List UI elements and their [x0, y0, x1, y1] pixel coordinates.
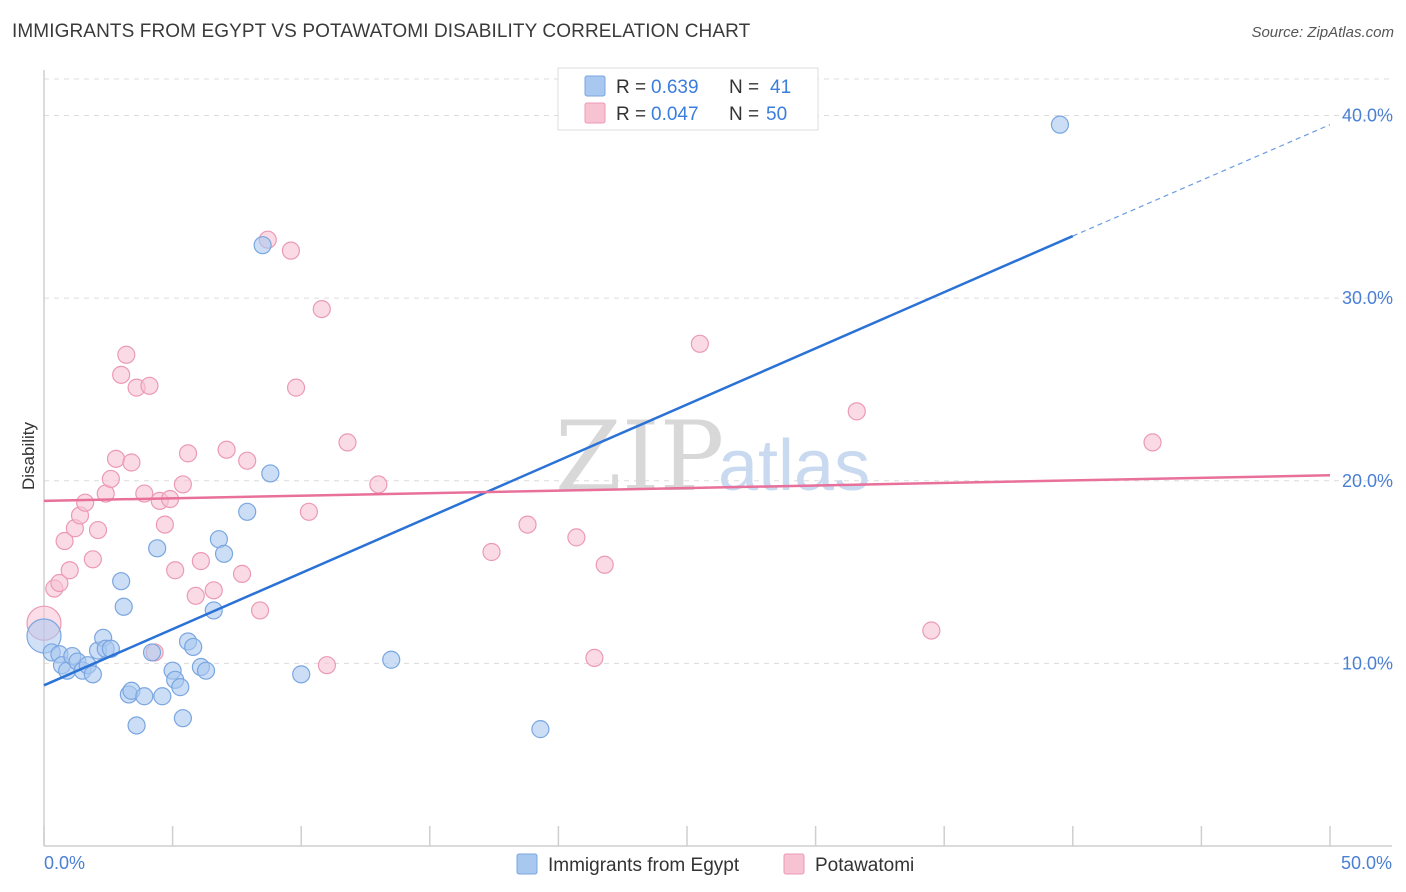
egypt-point-36 [261, 464, 280, 483]
potawatomi-r-value: 0.047 [651, 104, 699, 125]
egypt-point-38 [382, 650, 401, 669]
y-tick-label-20: 20.0% [1342, 471, 1393, 491]
egypt-point-19 [135, 687, 154, 706]
egypt-r-label: R = [616, 77, 646, 98]
egypt-point-18 [127, 716, 146, 735]
chart-title: IMMIGRANTS FROM EGYPT VS POTAWATOMI DISA… [12, 21, 751, 42]
egypt-point-33 [214, 544, 234, 563]
potawatomi-point-48 [922, 621, 941, 640]
potawatomi-trend-line [43, 474, 1331, 503]
potawatomi-point-40 [369, 475, 388, 494]
watermark-atlas: atlas [718, 426, 870, 506]
potawatomi-point-32 [250, 601, 270, 620]
potawatomi-point-36 [299, 502, 319, 521]
potawatomi-point-21 [155, 515, 174, 534]
y-tick-labels: 10.0% 20.0% 30.0% 40.0% [1342, 106, 1393, 674]
egypt-point-14 [112, 572, 131, 591]
potawatomi-point-29 [217, 440, 236, 459]
y-tick-label-10: 10.0% [1342, 653, 1393, 673]
potawatomi-point-34 [281, 241, 301, 260]
egypt-point-26 [173, 709, 192, 728]
egypt-trend-extension [1072, 124, 1331, 237]
egypt-r-value: 0.639 [651, 77, 699, 98]
potawatomi-point-47 [847, 402, 866, 421]
legend-potawatomi-label: Potawatomi [815, 855, 914, 876]
potawatomi-point-3 [55, 531, 74, 551]
potawatomi-point-25 [178, 444, 198, 463]
axes [43, 70, 1392, 847]
egypt-swatch [584, 75, 606, 97]
potawatomi-point-7 [76, 493, 95, 512]
source-label: Source: ZipAtlas.com [1251, 24, 1394, 41]
potawatomi-point-23 [166, 561, 185, 580]
potawatomi-point-30 [232, 564, 252, 583]
legend-egypt-label: Immigrants from Egypt [548, 855, 740, 876]
x-tick-label-min: 0.0% [44, 853, 85, 873]
egypt-points [26, 115, 1070, 739]
y-tick-label-40: 40.0% [1342, 106, 1393, 126]
potawatomi-point-38 [317, 656, 337, 675]
egypt-point-28 [184, 637, 203, 657]
potawatomi-point-31 [238, 451, 257, 470]
potawatomi-swatch [584, 102, 606, 124]
potawatomi-point-42 [518, 515, 537, 534]
egypt-point-15 [114, 597, 133, 616]
potawatomi-point-26 [186, 586, 205, 605]
watermark-zip: ZIP [555, 401, 724, 513]
potawatomi-n-value: 50 [766, 104, 787, 125]
y-axis-label: Disability [19, 421, 38, 490]
potawatomi-point-15 [122, 453, 141, 472]
x-tick-label-max: 50.0% [1341, 853, 1392, 873]
potawatomi-point-24 [173, 475, 192, 494]
egypt-trend-line [43, 234, 1074, 687]
egypt-point-21 [148, 539, 167, 558]
potawatomi-point-14 [117, 345, 136, 364]
series-legend: Immigrants from Egypt Potawatomi [516, 853, 914, 876]
potawatomi-point-46 [690, 334, 709, 353]
potawatomi-point-13 [112, 365, 131, 384]
potawatomi-point-12 [106, 449, 126, 468]
egypt-point-37 [292, 665, 311, 684]
egypt-point-34 [238, 502, 257, 521]
egypt-point-40 [1050, 115, 1070, 134]
egypt-point-35 [253, 236, 272, 255]
potawatomi-point-8 [83, 550, 102, 569]
legend-egypt-swatch [516, 853, 538, 875]
potawatomi-point-39 [338, 433, 357, 452]
trend-lines [43, 124, 1331, 687]
potawatomi-point-18 [140, 376, 159, 395]
potawatomi-point-9 [88, 520, 108, 540]
potawatomi-point-4 [60, 561, 79, 580]
potawatomi-r-label: R = [616, 104, 646, 125]
egypt-n-label: N = [729, 77, 759, 98]
potawatomi-point-49 [1143, 433, 1162, 452]
potawatomi-point-45 [595, 555, 614, 574]
potawatomi-point-41 [482, 542, 501, 562]
egypt-point-39 [531, 720, 550, 739]
potawatomi-point-28 [204, 581, 223, 600]
egypt-n-value: 41 [770, 77, 791, 98]
x-ticks [43, 826, 1331, 846]
potawatomi-point-43 [567, 528, 586, 547]
stats-legend: R = 0.639 N = 41 R = 0.047 N = 50 [557, 67, 819, 131]
potawatomi-point-35 [286, 378, 306, 397]
potawatomi-point-2 [50, 573, 69, 593]
y-tick-label-30: 30.0% [1342, 288, 1393, 308]
legend-potawatomi-swatch [783, 853, 805, 875]
potawatomi-point-27 [191, 552, 210, 571]
potawatomi-point-44 [585, 648, 604, 668]
potawatomi-point-11 [101, 469, 120, 489]
egypt-point-9 [83, 665, 102, 684]
potawatomi-n-label: N = [729, 104, 759, 125]
egypt-point-20 [142, 643, 162, 662]
potawatomi-point-37 [312, 300, 331, 319]
egypt-point-30 [196, 661, 216, 680]
egypt-point-22 [153, 687, 172, 706]
egypt-point-25 [171, 678, 190, 697]
watermark: ZIP atlas [555, 401, 870, 513]
